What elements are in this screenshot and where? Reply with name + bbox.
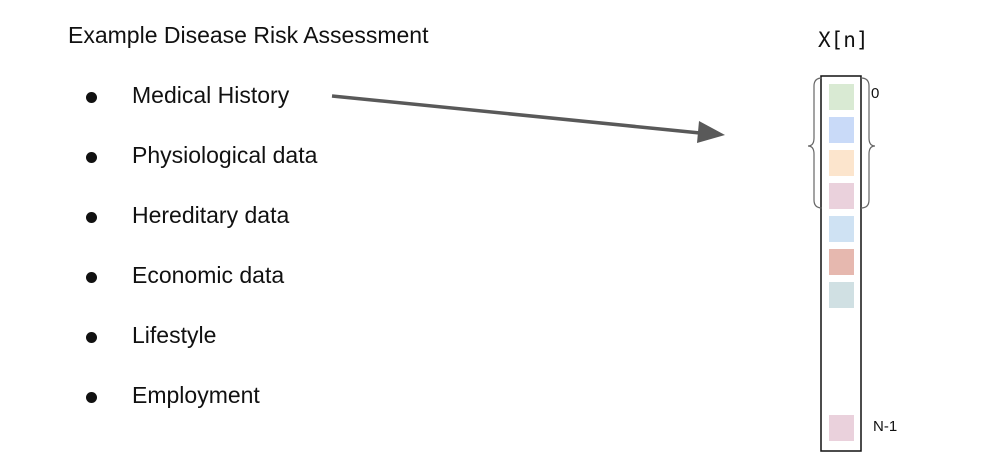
bullet-icon [86,272,97,283]
index-start-label: 0 [871,85,880,102]
right-brace-icon [860,77,876,209]
feature-label: Lifestyle [132,322,217,348]
array-cell [829,84,854,110]
feature-label: Medical History [132,82,290,108]
bullet-icon [86,152,97,163]
arrow-head-icon [697,121,725,143]
left-brace-icon [807,77,823,209]
bullet-icon [86,212,97,223]
page-title: Example Disease Risk Assessment [68,22,429,48]
array-cell [829,150,854,176]
bullet-icon [86,392,97,403]
array-container [820,75,862,452]
array-cell [829,183,854,209]
bullet-icon [86,332,97,343]
feature-label: Physiological data [132,142,318,168]
bullet-icon [86,92,97,103]
feature-label: Economic data [132,262,285,288]
array-cell [829,415,854,441]
array-cell [829,216,854,242]
mapping-arrow [331,94,701,135]
feature-label: Employment [132,382,260,408]
array-cell [829,282,854,308]
feature-label: Hereditary data [132,202,290,228]
index-end-label: N-1 [873,418,898,435]
array-cell [829,249,854,275]
array-cell [829,117,854,143]
array-label: X[n] [818,28,869,52]
